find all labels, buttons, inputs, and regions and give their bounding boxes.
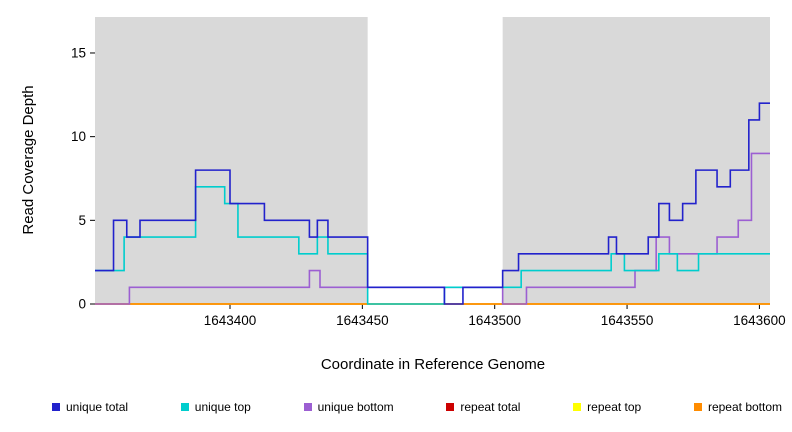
x-tick-label: 1643400 xyxy=(204,313,257,328)
uncovered-region-band xyxy=(367,17,503,304)
legend-label: repeat total xyxy=(460,400,521,414)
repeat-bottom-swatch-icon xyxy=(693,403,702,411)
x-tick-label: 1643450 xyxy=(336,313,389,328)
unique-total-swatch-icon xyxy=(52,403,60,411)
y-tick-label: 15 xyxy=(71,45,86,60)
legend-item-unique-top: unique top xyxy=(180,400,251,414)
legend-label: unique total xyxy=(66,400,129,414)
x-axis-label: Coordinate in Reference Genome xyxy=(320,356,546,373)
x-tick-label: 1643600 xyxy=(733,313,786,328)
legend-label: unique bottom xyxy=(317,400,394,414)
y-tick-label: 10 xyxy=(71,129,86,144)
legend-item-unique-bottom: unique bottom xyxy=(303,400,394,414)
legend-label: unique top xyxy=(194,400,251,414)
repeat-total-swatch-icon xyxy=(446,403,455,411)
unique-bottom-swatch-icon xyxy=(303,403,312,411)
unique-top-swatch-icon xyxy=(180,403,189,411)
x-tick-label: 1643500 xyxy=(468,313,521,328)
legend-item-repeat-bottom: repeat bottom xyxy=(693,400,782,414)
series-unique-bottom xyxy=(95,152,770,305)
legend-label: repeat bottom xyxy=(707,400,782,414)
series-unique-total xyxy=(95,102,770,305)
y-tick-label: 5 xyxy=(78,213,86,228)
legend: unique total unique top unique bottom re… xyxy=(52,400,782,414)
legend-item-unique-total: unique total xyxy=(52,400,128,414)
legend-label: repeat top xyxy=(587,400,642,414)
y-tick-label: 0 xyxy=(78,297,86,312)
y-axis-label: Read Coverage Depth xyxy=(20,85,37,235)
legend-item-repeat-total: repeat total xyxy=(446,400,520,414)
repeat-top-swatch-icon xyxy=(573,403,582,411)
legend-item-repeat-top: repeat top xyxy=(573,400,641,414)
x-tick-label: 1643550 xyxy=(601,313,654,328)
